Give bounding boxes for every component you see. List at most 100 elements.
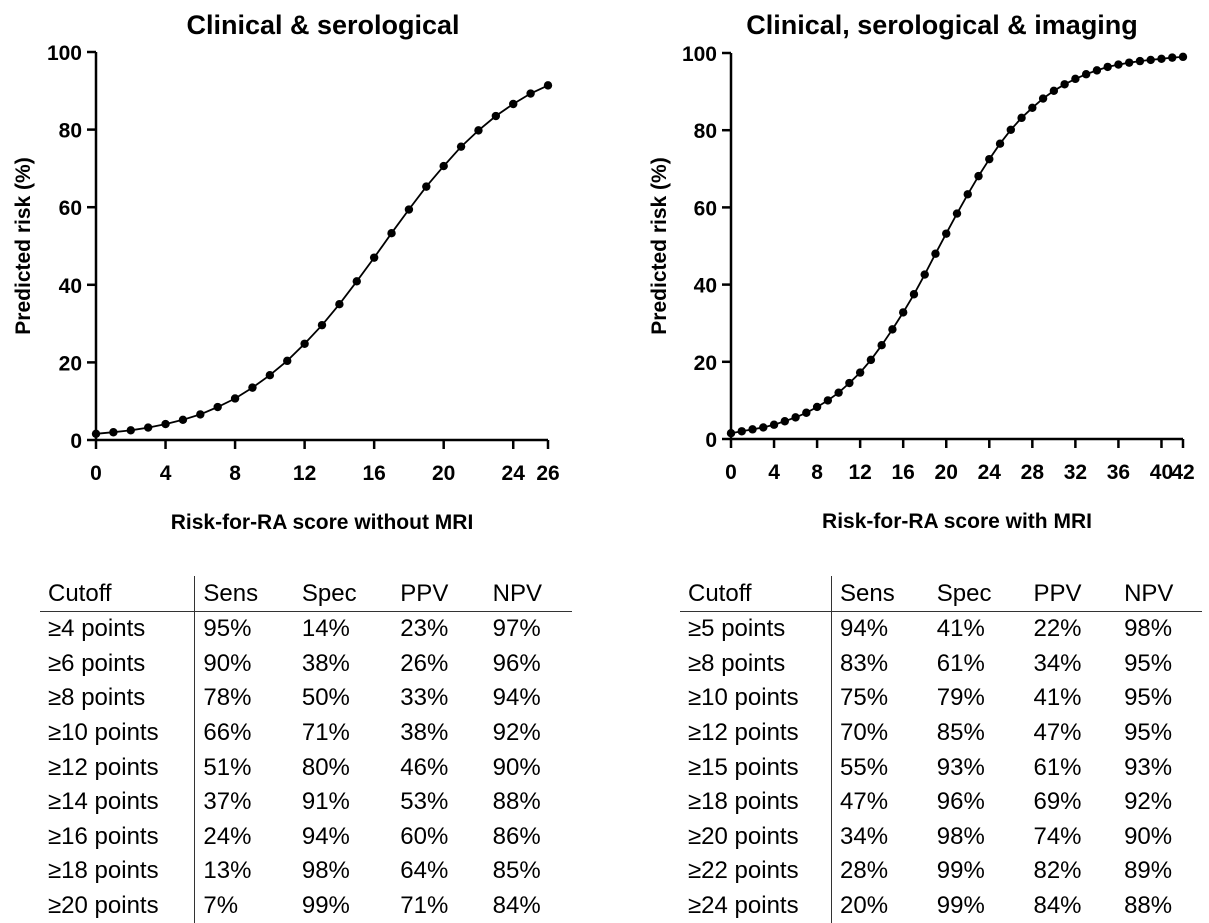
cutoff-cell: ≥10 points [680, 681, 832, 716]
ppv-cell: 47% [1025, 716, 1116, 751]
data-point [353, 277, 361, 285]
x-tick-label: 40 [1150, 461, 1173, 484]
data-point [196, 410, 204, 418]
ppv-cell: 74% [1025, 820, 1116, 855]
y-tick-label: 80 [59, 120, 82, 143]
data-point [1179, 53, 1187, 61]
cutoff-cell: ≥14 points [40, 785, 195, 820]
spec-cell: 99% [294, 889, 392, 923]
x-tick-label: 20 [432, 462, 455, 485]
y-tick-label: 100 [682, 43, 717, 66]
sens-cell: 94% [832, 612, 929, 647]
npv-cell: 85% [485, 854, 572, 889]
x-tick-label: 16 [362, 462, 385, 485]
ppv-cell: 64% [392, 854, 484, 889]
cutoff-cell: ≥12 points [40, 750, 195, 785]
npv-cell: 92% [1116, 785, 1202, 820]
y-axis-label: Predicted risk (%) [648, 157, 671, 334]
npv-cell: 88% [1116, 889, 1202, 923]
x-tick-label: 4 [768, 461, 780, 484]
data-point [877, 341, 885, 349]
spec-cell: 50% [294, 681, 392, 716]
x-tick-label: 8 [811, 461, 823, 484]
data-point [474, 126, 482, 134]
ppv-cell: 38% [392, 716, 484, 751]
cutoff-cell: ≥10 points [40, 716, 195, 751]
spec-cell: 99% [929, 854, 1026, 889]
table-header-row: Cutoff Sens Spec PPV NPV [680, 576, 1202, 612]
ppv-cell: 22% [1025, 612, 1116, 647]
spec-cell: 93% [929, 750, 1026, 785]
header-cutoff: Cutoff [680, 576, 832, 612]
y-tick-label: 80 [694, 120, 717, 143]
data-point [727, 429, 735, 437]
x-tick-label: 12 [848, 461, 871, 484]
npv-cell: 95% [1116, 716, 1202, 751]
cutoff-cell: ≥24 points [680, 889, 832, 923]
ppv-cell: 34% [1025, 647, 1116, 682]
spec-cell: 91% [294, 785, 392, 820]
data-point [791, 413, 799, 421]
cutoff-cell: ≥5 points [680, 612, 832, 647]
spec-cell: 98% [294, 854, 392, 889]
data-point [910, 290, 918, 298]
cutoff-cell: ≥22 points [680, 854, 832, 889]
cutoff-cell: ≥12 points [680, 716, 832, 751]
x-tick-label: 8 [229, 462, 241, 485]
sens-cell: 34% [832, 820, 929, 855]
spec-cell: 99% [929, 889, 1026, 923]
data-point [1103, 63, 1111, 71]
y-tick-label: 0 [70, 430, 82, 453]
data-point [1028, 104, 1036, 112]
npv-cell: 88% [485, 785, 572, 820]
data-point [1168, 53, 1176, 61]
ppv-cell: 23% [392, 612, 484, 647]
header-sens: Sens [832, 576, 929, 612]
data-point [109, 428, 117, 436]
data-point [422, 182, 430, 190]
x-tick-label: 24 [502, 462, 526, 485]
x-tick-label: 16 [892, 461, 915, 484]
spec-cell: 79% [929, 681, 1026, 716]
sens-cell: 90% [195, 647, 294, 682]
y-tick-label: 60 [694, 197, 717, 220]
data-point [867, 356, 875, 364]
npv-cell: 98% [1116, 612, 1202, 647]
spec-cell: 85% [929, 716, 1026, 751]
cutoff-cell: ≥20 points [40, 889, 195, 923]
sens-cell: 83% [832, 647, 929, 682]
ppv-cell: 69% [1025, 785, 1116, 820]
y-tick-label: 60 [59, 197, 82, 220]
data-point [283, 357, 291, 365]
data-point [1017, 114, 1025, 122]
sens-cell: 24% [195, 820, 294, 855]
data-point [335, 300, 343, 308]
x-tick-label: 28 [1021, 461, 1045, 484]
ppv-cell: 84% [1025, 889, 1116, 923]
data-point [300, 340, 308, 348]
data-point [1007, 126, 1015, 134]
x-tick-label: 12 [293, 462, 316, 485]
sens-cell: 47% [832, 785, 929, 820]
spec-cell: 96% [929, 785, 1026, 820]
data-point [1125, 58, 1133, 66]
data-point [439, 162, 447, 170]
y-tick-label: 20 [694, 352, 717, 375]
sens-cell: 66% [195, 716, 294, 751]
x-tick-label: 20 [935, 461, 958, 484]
spec-cell: 38% [294, 647, 392, 682]
cutoff-cell: ≥4 points [40, 612, 195, 647]
x-tick-label: 0 [90, 462, 102, 485]
cutoff-cell: ≥16 points [40, 820, 195, 855]
sens-cell: 20% [832, 889, 929, 923]
ppv-cell: 60% [392, 820, 484, 855]
header-ppv: PPV [1025, 576, 1116, 612]
